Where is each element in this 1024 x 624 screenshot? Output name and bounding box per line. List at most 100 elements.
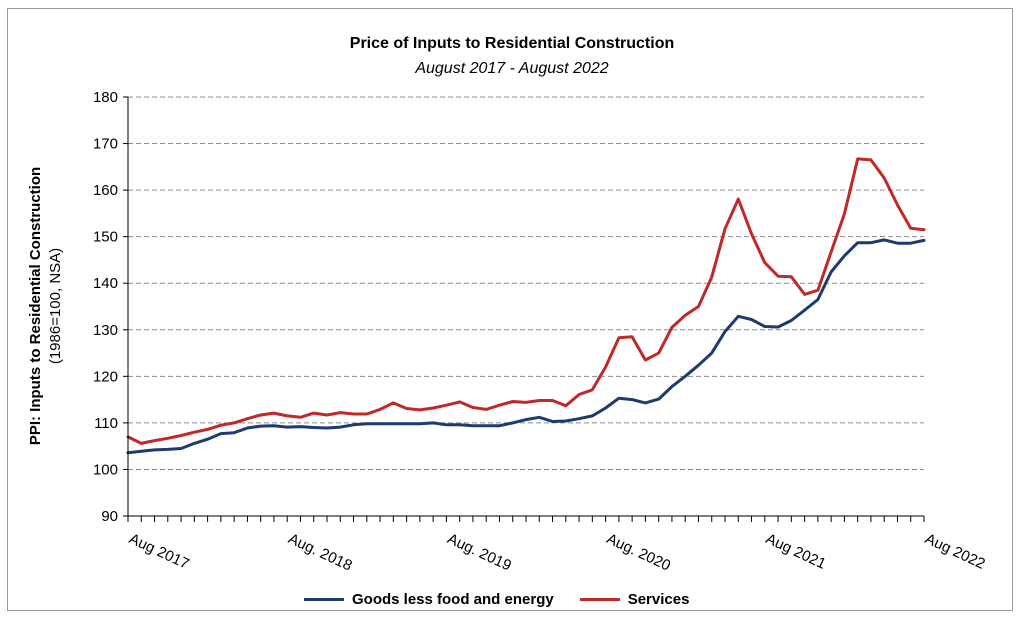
legend-item-goods: Goods less food and energy (304, 591, 554, 608)
y-tick-label: 150 (93, 229, 118, 246)
data-point-goods (220, 433, 221, 434)
data-point-services (459, 401, 460, 402)
data-point-goods (698, 365, 699, 366)
data-point-goods (499, 425, 500, 426)
data-point-services (671, 327, 672, 328)
data-point-goods (406, 423, 407, 424)
data-point-services (579, 394, 580, 395)
data-point-services (300, 417, 301, 418)
data-point-goods (181, 448, 182, 449)
x-axis-ticks: Aug 2017 Aug. 2018 Aug. 2019 Aug. 2020 Aug 2… (126, 516, 988, 575)
data-point-goods (459, 424, 460, 425)
data-point-services (698, 306, 699, 307)
data-point-services (313, 413, 314, 414)
legend-label-services: Services (627, 590, 690, 608)
data-point-services (340, 412, 341, 413)
data-point-services (844, 213, 845, 214)
data-point-goods (817, 299, 818, 300)
data-point-goods (512, 422, 513, 423)
data-point-services (366, 414, 367, 415)
data-point-goods (154, 449, 155, 450)
data-point-services (924, 229, 925, 230)
data-point-goods (844, 255, 845, 256)
data-point-goods (472, 425, 473, 426)
data-point-goods (857, 242, 858, 243)
data-point-services (393, 402, 394, 403)
data-point-services (260, 415, 261, 416)
data-point-goods (910, 243, 911, 244)
data-point-goods (791, 320, 792, 321)
data-point-services (738, 199, 739, 200)
data-point-goods (764, 326, 765, 327)
data-point-services (446, 405, 447, 406)
data-point-goods (539, 417, 540, 418)
data-point-services (472, 407, 473, 408)
data-point-goods (419, 423, 420, 424)
data-point-services (419, 409, 420, 410)
data-point-goods (592, 415, 593, 416)
gridlines (128, 96, 924, 470)
data-point-goods (552, 421, 553, 422)
data-point-services (791, 276, 792, 277)
y-axis-ticks: 90 100 110 120 130 140 150 160 170 180 (93, 89, 128, 525)
data-point-goods (671, 386, 672, 387)
data-point-goods (486, 425, 487, 426)
data-point-services (486, 409, 487, 410)
data-point-goods (353, 424, 354, 425)
data-point-services (764, 262, 765, 263)
data-point-services (512, 401, 513, 402)
data-point-services (141, 443, 142, 444)
data-point-goods (234, 432, 235, 433)
data-point-goods (645, 402, 646, 403)
data-point-services (353, 414, 354, 415)
chart-subtitle: August 2017 - August 2022 (415, 60, 609, 77)
legend-swatch-goods (304, 597, 344, 601)
data-point-goods (366, 423, 367, 424)
data-point-goods (632, 399, 633, 400)
data-point-goods (618, 398, 619, 399)
data-point-services (592, 389, 593, 390)
data-point-goods (167, 449, 168, 450)
data-point-goods (897, 243, 898, 244)
data-point-goods (340, 427, 341, 428)
data-point-goods (751, 319, 752, 320)
data-point-goods (711, 353, 712, 354)
x-tick-label: Aug. 2020 (604, 530, 673, 574)
data-point-services (751, 233, 752, 234)
x-tick-label: Aug. 2019 (445, 530, 514, 574)
data-point-goods (300, 426, 301, 427)
data-point-services (884, 178, 885, 179)
data-point-goods (605, 408, 606, 409)
data-point-services (618, 337, 619, 338)
y-tick-label: 110 (94, 415, 118, 432)
data-point-goods (207, 439, 208, 440)
data-point-services (685, 315, 686, 316)
data-point-services (539, 400, 540, 401)
data-point-services (817, 290, 818, 291)
data-point-goods (725, 331, 726, 332)
data-point-services (433, 408, 434, 409)
data-point-services (857, 158, 858, 159)
data-point-services (526, 402, 527, 403)
y-tick-label: 90 (101, 508, 118, 525)
data-point-services (632, 336, 633, 337)
legend: Goods less food and energy Services (304, 589, 715, 609)
data-point-services (897, 205, 898, 206)
y-axis-label: PPI: Inputs to Residential Construction (27, 167, 44, 445)
x-tick-label: Aug 2021 (763, 530, 828, 573)
data-point-goods (433, 422, 434, 423)
data-point-services (327, 415, 328, 416)
data-point-services (234, 422, 235, 423)
series-line-goods (126, 238, 926, 455)
data-point-goods (565, 421, 566, 422)
y-tick-label: 160 (93, 182, 118, 199)
data-point-services (565, 405, 566, 406)
data-point-goods (884, 239, 885, 240)
data-point-services (605, 367, 606, 368)
y-tick-label: 100 (93, 461, 118, 478)
x-tick-label: Aug 2022 (922, 530, 987, 573)
data-point-services (167, 438, 168, 439)
data-point-goods (273, 425, 274, 426)
data-point-services (194, 432, 195, 433)
